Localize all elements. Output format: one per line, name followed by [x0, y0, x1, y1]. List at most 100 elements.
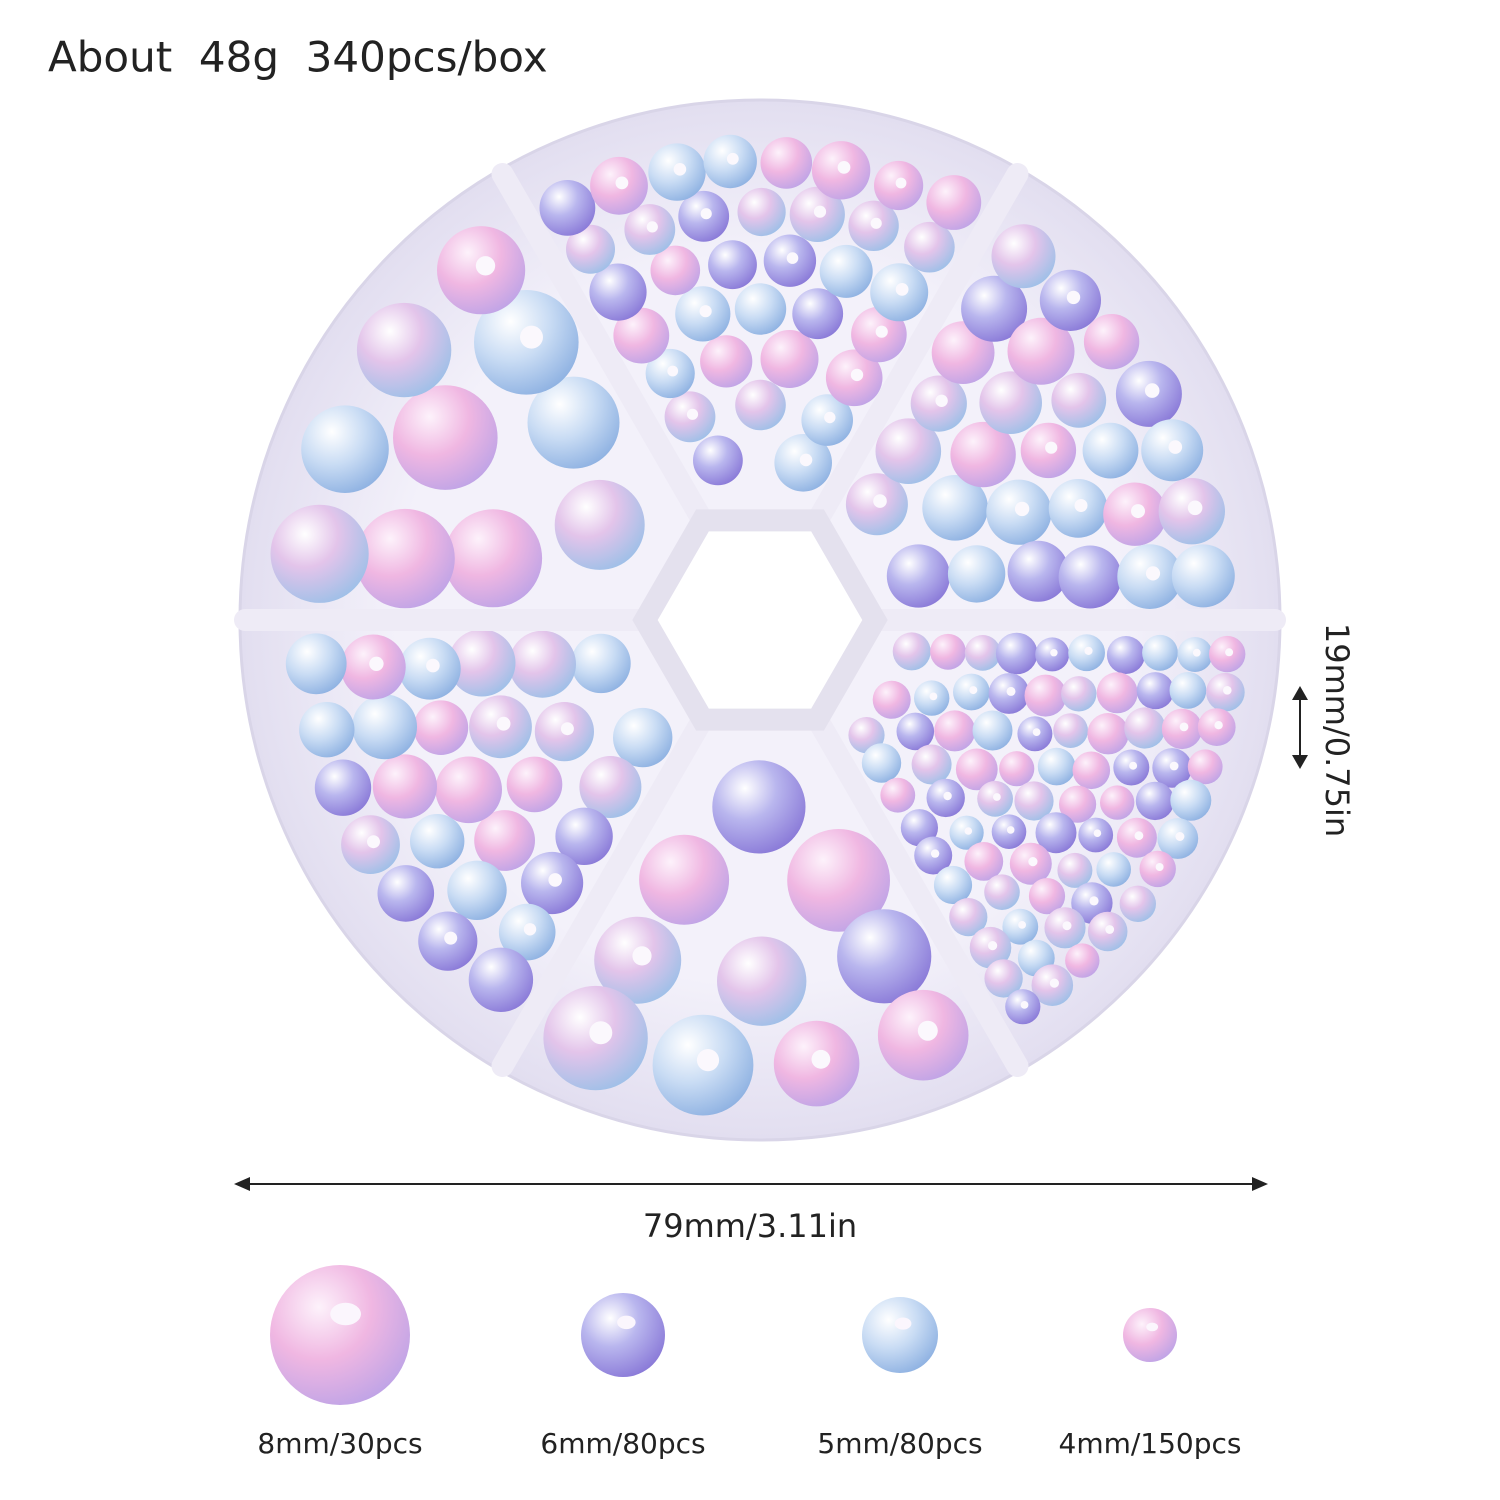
bead: [955, 748, 998, 791]
bead: [435, 756, 503, 824]
bead-hole: [1129, 761, 1138, 770]
bead: [356, 302, 452, 398]
bead: [554, 479, 645, 570]
bead-hole: [726, 152, 739, 165]
bead: [922, 475, 988, 541]
bead-hole: [1066, 290, 1081, 305]
bead-hole: [1006, 686, 1016, 696]
bead-samples: 8mm/30pcs 6mm/80pcs 5mm/80pcs 4mm/150pcs: [257, 1265, 1242, 1460]
bead: [566, 224, 615, 274]
bead: [1057, 852, 1093, 888]
bead: [377, 865, 435, 922]
bead-hole: [811, 1049, 831, 1069]
bead-hole: [444, 931, 458, 945]
bead-hole: [1105, 925, 1115, 934]
bead: [527, 376, 620, 469]
bead-hole: [969, 686, 978, 695]
bead-hole: [1131, 504, 1145, 519]
bead-hole: [1225, 648, 1234, 657]
bead: [1007, 540, 1069, 602]
bead-hole: [813, 205, 827, 218]
bead: [1082, 422, 1139, 479]
bead: [787, 829, 890, 932]
bead: [444, 509, 543, 608]
bead: [1035, 812, 1077, 854]
box-beads: [270, 134, 1246, 1116]
bead-hole: [369, 656, 384, 671]
bead-hole: [523, 923, 537, 936]
bead: [712, 760, 806, 854]
bead-hole: [1014, 501, 1030, 517]
bead-label: 4mm/150pcs: [1059, 1427, 1242, 1460]
bead: [693, 435, 743, 486]
bead-hole: [1093, 829, 1102, 837]
bead-hole: [1018, 921, 1026, 929]
bead: [872, 680, 911, 719]
bead: [355, 508, 455, 609]
bead: [984, 959, 1023, 998]
sample-bead: [1123, 1308, 1177, 1362]
bead: [1024, 674, 1067, 717]
bead: [950, 421, 1016, 488]
bead: [410, 814, 465, 869]
bead: [880, 777, 916, 813]
bead-hole: [1192, 648, 1201, 657]
bead: [1096, 852, 1131, 887]
bead: [1124, 707, 1166, 749]
bead-hole: [873, 494, 887, 508]
bead: [1051, 372, 1107, 428]
bead: [314, 759, 372, 816]
bead: [760, 330, 819, 388]
bead-hole: [426, 658, 440, 673]
bead: [1106, 636, 1145, 674]
divider: [806, 162, 1029, 532]
bead: [393, 385, 498, 490]
bead-hole: [1145, 566, 1161, 581]
bead: [700, 335, 753, 388]
bead: [964, 635, 1001, 671]
bead-hole: [615, 176, 629, 190]
bead: [995, 632, 1038, 675]
bead: [735, 379, 786, 431]
bead: [861, 743, 902, 783]
bead-hole: [646, 221, 658, 233]
title: About 48g 340pcs/box: [48, 33, 548, 82]
bead-hole: [1049, 978, 1059, 988]
bead: [930, 633, 966, 670]
bead-hole: [799, 453, 813, 467]
bead: [468, 947, 534, 1012]
bead: [555, 807, 613, 865]
bead: [1007, 317, 1075, 385]
bead: [934, 710, 976, 752]
bead-hole: [1155, 863, 1164, 871]
bead: [1083, 314, 1140, 370]
bead-hole: [1168, 440, 1183, 454]
bead: [1053, 713, 1088, 748]
bead: [961, 275, 1028, 342]
diameter-label: 79mm/3.11in: [643, 1207, 857, 1245]
bead: [448, 629, 516, 697]
bead: [539, 180, 596, 236]
bead: [1065, 943, 1100, 978]
bead-hole: [560, 722, 574, 736]
bead-hole: [824, 411, 836, 424]
bead: [613, 707, 673, 768]
bead: [904, 221, 955, 273]
sample-bead-hole: [330, 1302, 361, 1326]
bead-hole: [895, 177, 907, 189]
bead: [911, 744, 952, 785]
bead-hole: [496, 716, 511, 731]
bead: [1059, 785, 1097, 823]
bead: [717, 936, 807, 1026]
bead-hole: [1074, 499, 1088, 512]
bead-hole: [1179, 722, 1189, 732]
bead: [509, 630, 576, 698]
bead-hole: [993, 793, 1001, 801]
bead: [1136, 672, 1174, 710]
divider: [491, 162, 714, 532]
divider: [491, 708, 714, 1078]
height-label: 19mm/0.75in: [1318, 623, 1356, 837]
divider: [806, 708, 1029, 1078]
sample-bead: [270, 1265, 410, 1405]
